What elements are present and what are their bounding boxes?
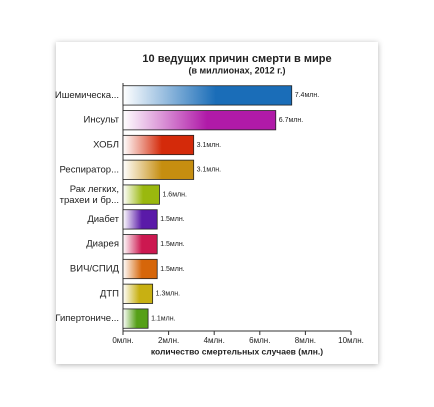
chart-subtitle: (в миллионах, 2012 г.)	[188, 65, 285, 75]
chart-title: 10 ведущих причин смерти в мире	[142, 53, 331, 65]
bar	[122, 308, 149, 329]
bar	[122, 234, 158, 255]
x-tick-label: 0млн.	[112, 336, 133, 345]
value-label: 1.5млн.	[160, 216, 184, 223]
value-label: 3.1млн.	[197, 167, 221, 174]
y-tick-label: Гипертониче...	[55, 313, 119, 324]
bar	[122, 110, 277, 131]
bar	[122, 85, 293, 106]
y-tick-label: ДТП	[100, 288, 119, 299]
value-label: 7.4млн.	[295, 92, 319, 99]
value-label: 1.5млн.	[160, 241, 184, 248]
bar	[122, 134, 195, 156]
x-tick-label: 2млн.	[158, 336, 179, 345]
y-tick-label: Диабет	[87, 214, 119, 225]
y-tick-label: Респиратор...	[60, 164, 120, 175]
value-label: 1.6млн.	[162, 191, 186, 198]
value-label: 1.1млн.	[151, 315, 175, 322]
bar	[122, 184, 160, 205]
y-tick-label: Рак легких, трахеи и бр...	[60, 184, 119, 206]
bar	[122, 159, 195, 180]
x-tick-label: 4млн.	[204, 336, 225, 345]
x-tick-label: 6млн.	[249, 336, 270, 345]
bar	[122, 209, 158, 230]
bar	[122, 258, 158, 280]
y-tick-label: ВИЧ/СПИД	[70, 264, 120, 275]
value-label: 1.5млн.	[160, 266, 184, 273]
x-axis-label: количество смертельных случаев (млн.)	[151, 346, 323, 356]
y-tick-label: Диарея	[86, 239, 119, 250]
y-tick-label: ХОБЛ	[93, 140, 119, 151]
y-tick-label: Инсульт	[84, 115, 120, 126]
value-label: 3.1млн.	[197, 142, 221, 149]
bar	[122, 283, 154, 304]
value-label: 6.7млн.	[279, 117, 303, 124]
x-tick-label: 10млн.	[338, 336, 364, 345]
value-label: 1.3млн.	[156, 291, 180, 298]
x-tick-label: 8млн.	[295, 336, 316, 345]
y-tick-label: Ишемическа...	[55, 90, 119, 101]
